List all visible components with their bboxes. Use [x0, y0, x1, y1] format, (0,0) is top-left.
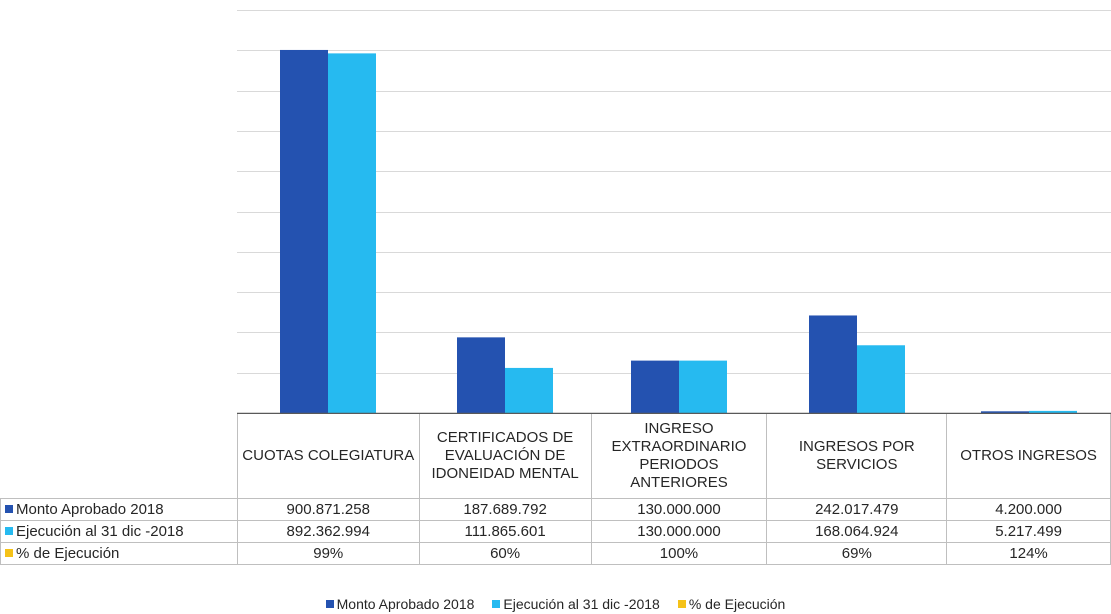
- table-cell: 130.000.000: [590, 520, 768, 543]
- table-row: Ejecución al 31 dic -2018 892.362.994 111.…: [0, 520, 1111, 543]
- legend-label: % de Ejecución: [688, 596, 786, 612]
- series-label: Ejecución al 31 dic -2018: [0, 520, 238, 543]
- table-row: % de Ejecución 99% 60% 100% 69% 124%: [0, 542, 1111, 565]
- series-key-swatch: [5, 548, 13, 557]
- legend-item: Ejecución al 31 dic -2018: [492, 596, 660, 612]
- table-cell: 242.017.479: [766, 498, 948, 521]
- bar-ejecucion-2: [679, 360, 727, 413]
- bar-monto-aprobado-4: [981, 411, 1029, 413]
- table-cell: 99%: [236, 542, 420, 565]
- bar-ejecucion-4: [1029, 410, 1077, 413]
- table-row: Monto Aprobado 2018 900.871.258 187.689.79…: [0, 498, 1111, 521]
- legend-swatch: [492, 600, 501, 608]
- series-label: Monto Aprobado 2018: [0, 498, 238, 521]
- legend-item: Monto Aprobado 2018: [325, 596, 475, 612]
- bar-ejecucion-0: [328, 53, 376, 413]
- table-cell: 4.200.000: [946, 498, 1111, 521]
- legend-label: Monto Aprobado 2018: [336, 596, 475, 612]
- series-name: % de Ejecución: [16, 544, 120, 562]
- category-label: OTROS INGRESOS: [946, 414, 1111, 499]
- series-label: % de Ejecución: [0, 542, 238, 565]
- table-cell: 900.871.258: [236, 498, 420, 521]
- bar-monto-aprobado-0: [280, 49, 328, 413]
- bar-ejecucion-3: [857, 345, 905, 413]
- bar-monto-aprobado-2: [631, 360, 679, 413]
- legend-swatch: [325, 600, 334, 608]
- bar-monto-aprobado-3: [809, 315, 857, 413]
- table-cell: 5.217.499: [946, 520, 1111, 543]
- series-name: Monto Aprobado 2018: [16, 500, 164, 518]
- table-header-row: CUOTAS COLEGIATURA CERTIFICADOS DE EVALUA…: [1, 414, 1111, 499]
- legend: Monto Aprobado 2018 Ejecución al 31 dic -…: [0, 596, 1111, 612]
- bar-ejecucion-1: [505, 367, 553, 413]
- category-label: CERTIFICADOS DE EVALUACIÓN DE IDONEIDAD …: [418, 414, 592, 499]
- series-key-swatch: [5, 526, 13, 535]
- category-label: CUOTAS COLEGIATURA: [236, 414, 420, 499]
- legend-item: % de Ejecución: [677, 596, 786, 612]
- table-cell: 187.689.792: [418, 498, 592, 521]
- table-cell: 100%: [590, 542, 768, 565]
- table-corner: [1, 414, 238, 499]
- legend-label: Ejecución al 31 dic -2018: [503, 596, 660, 612]
- legend-swatch: [677, 600, 686, 608]
- table-cell: 892.362.994: [236, 520, 420, 543]
- table-cell: 69%: [766, 542, 948, 565]
- bar-group: [280, 49, 1077, 413]
- series-name: Ejecución al 31 dic -2018: [16, 522, 184, 540]
- table-cell: 124%: [946, 542, 1111, 565]
- table-cell: 111.865.601: [418, 520, 592, 543]
- table-cell: 168.064.924: [766, 520, 948, 543]
- series-key-swatch: [5, 504, 13, 513]
- data-table: CUOTAS COLEGIATURA CERTIFICADOS DE EVALUA…: [0, 414, 1111, 565]
- table-cell: 130.000.000: [590, 498, 768, 521]
- table-cell: 60%: [418, 542, 592, 565]
- bar-monto-aprobado-1: [457, 337, 505, 413]
- category-label: INGRESOS POR SERVICIOS: [766, 414, 948, 499]
- category-label: INGRESO EXTRAORDINARIO PERIODOS ANTERIOR…: [590, 414, 768, 499]
- bar-chart: [237, 10, 1111, 414]
- gridlines: [237, 10, 1111, 374]
